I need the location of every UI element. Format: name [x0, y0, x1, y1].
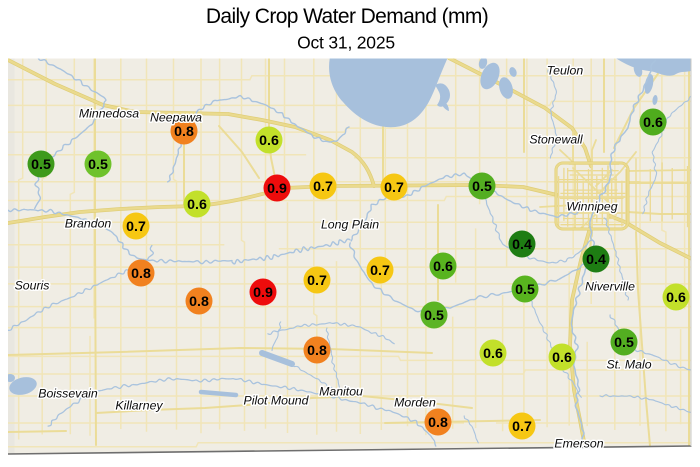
svg-text:0.8: 0.8 — [189, 294, 209, 310]
svg-text:0.8: 0.8 — [307, 343, 327, 359]
svg-text:0.7: 0.7 — [307, 273, 327, 289]
svg-text:0.8: 0.8 — [428, 415, 448, 431]
svg-text:Neepawa: Neepawa — [150, 111, 202, 125]
svg-text:0.5: 0.5 — [424, 308, 444, 324]
svg-text:Teulon: Teulon — [547, 64, 584, 78]
svg-text:Stonewall: Stonewall — [529, 133, 584, 147]
svg-text:Niverville: Niverville — [585, 280, 635, 294]
svg-text:0.6: 0.6 — [433, 259, 453, 275]
svg-text:0.6: 0.6 — [483, 346, 503, 362]
svg-text:0.4: 0.4 — [512, 237, 532, 253]
svg-text:0.9: 0.9 — [253, 285, 273, 301]
svg-text:0.9: 0.9 — [267, 181, 287, 197]
svg-text:Minnedosa: Minnedosa — [79, 107, 139, 121]
svg-text:Winnipeg: Winnipeg — [566, 200, 617, 214]
svg-text:Long Plain: Long Plain — [321, 218, 379, 232]
svg-text:0.6: 0.6 — [643, 115, 663, 131]
svg-text:Oct 31, 2025: Oct 31, 2025 — [297, 33, 395, 53]
svg-text:0.5: 0.5 — [472, 179, 492, 195]
svg-text:0.6: 0.6 — [666, 290, 686, 306]
svg-text:St. Malo: St. Malo — [606, 358, 651, 372]
svg-text:0.5: 0.5 — [31, 157, 51, 173]
svg-text:Souris: Souris — [15, 279, 50, 293]
svg-text:Emerson: Emerson — [554, 437, 603, 451]
svg-text:0.5: 0.5 — [88, 157, 108, 173]
svg-text:Brandon: Brandon — [65, 217, 112, 231]
svg-text:Daily Crop Water Demand (mm): Daily Crop Water Demand (mm) — [206, 5, 488, 28]
svg-text:0.7: 0.7 — [126, 219, 146, 235]
svg-text:0.7: 0.7 — [512, 419, 532, 435]
svg-text:0.7: 0.7 — [384, 180, 404, 196]
svg-text:Morden: Morden — [394, 396, 436, 410]
svg-text:0.8: 0.8 — [174, 124, 194, 140]
svg-text:0.6: 0.6 — [552, 350, 572, 366]
svg-text:0.6: 0.6 — [187, 197, 207, 213]
svg-text:0.5: 0.5 — [614, 335, 634, 351]
svg-text:Pilot Mound: Pilot Mound — [244, 394, 310, 408]
svg-text:Killarney: Killarney — [115, 399, 163, 413]
svg-text:0.5: 0.5 — [515, 282, 535, 298]
svg-text:0.4: 0.4 — [586, 252, 606, 268]
svg-text:0.7: 0.7 — [370, 263, 390, 279]
svg-text:0.7: 0.7 — [313, 179, 333, 195]
svg-text:Manitou: Manitou — [319, 385, 363, 399]
svg-text:0.6: 0.6 — [259, 133, 279, 149]
svg-text:Boissevain: Boissevain — [38, 387, 98, 401]
svg-text:0.8: 0.8 — [131, 266, 151, 282]
